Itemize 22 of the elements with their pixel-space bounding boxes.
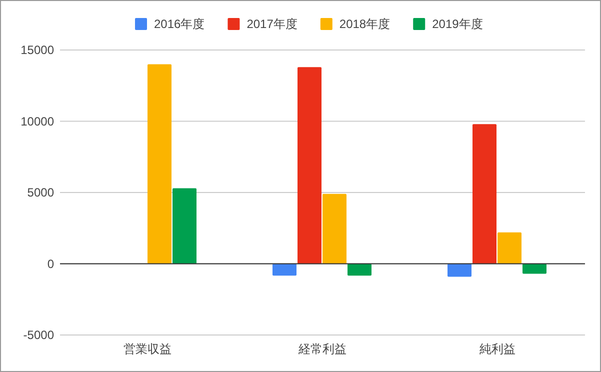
bar	[272, 264, 296, 276]
x-tick-label: 営業収益	[124, 342, 172, 356]
bar	[322, 194, 346, 264]
bar	[448, 264, 472, 277]
y-tick-label: 5000	[27, 186, 54, 200]
legend-label: 2017年度	[246, 17, 298, 31]
x-tick-label: 経常利益	[298, 342, 346, 356]
y-tick-label: 0	[47, 256, 54, 271]
bar	[472, 124, 496, 264]
bar	[498, 232, 522, 264]
bar	[172, 188, 196, 264]
legend-label: 2016年度	[154, 17, 205, 31]
y-tick-label: 15000	[20, 43, 54, 57]
y-tick-label: -5000	[23, 328, 54, 342]
bar	[148, 64, 172, 264]
legend-label: 2019年度	[432, 17, 483, 31]
bar	[348, 264, 372, 276]
bar	[298, 67, 322, 264]
y-tick-label: 10000	[20, 114, 54, 128]
legend-label: 2018年度	[339, 17, 390, 31]
x-tick-label: 純利益	[480, 342, 516, 356]
bar	[522, 264, 546, 274]
